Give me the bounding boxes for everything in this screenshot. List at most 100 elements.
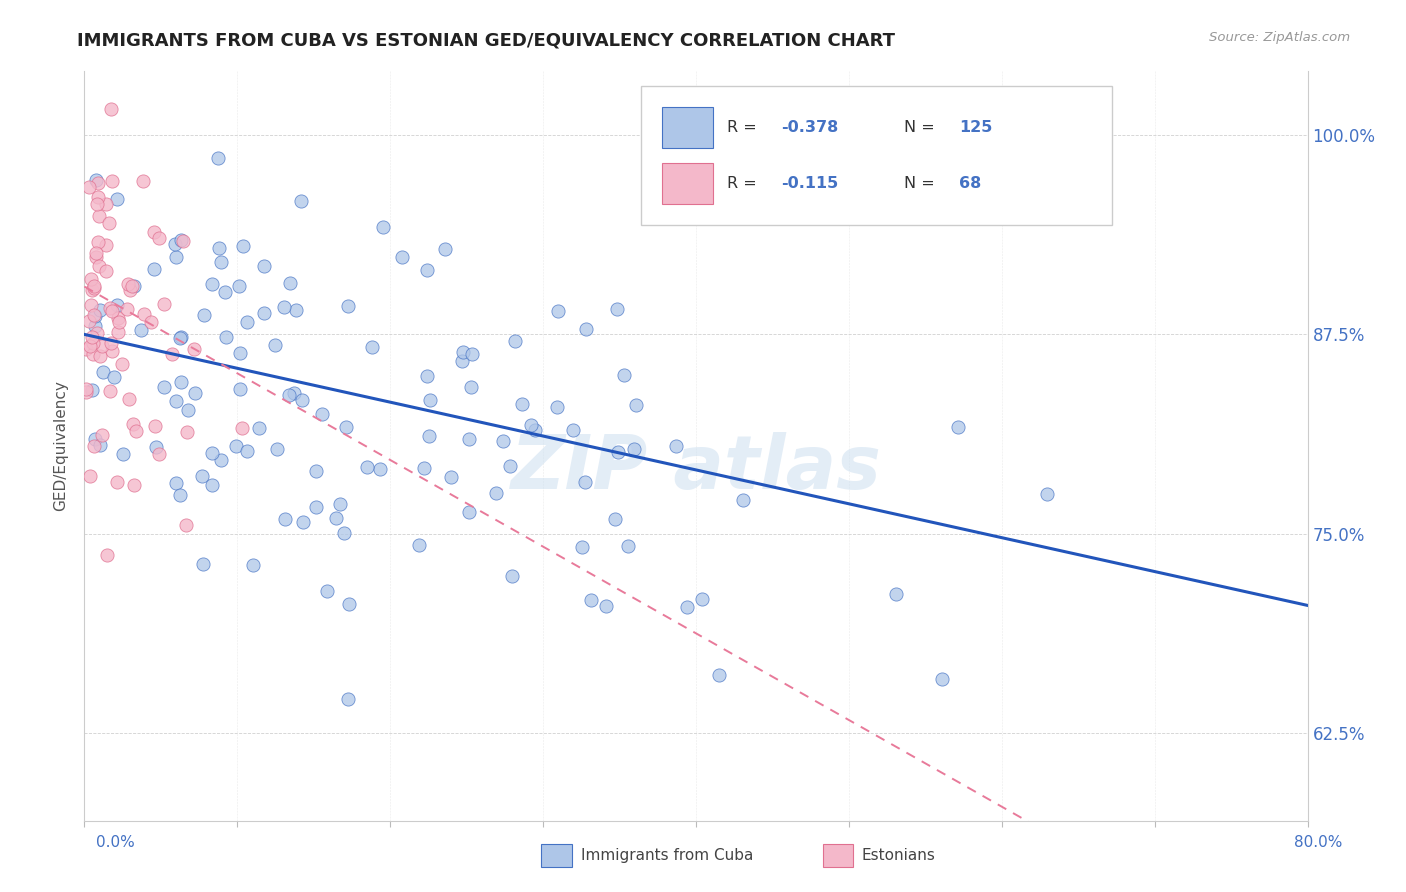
Point xyxy=(142,226,165,240)
Point xyxy=(105,475,128,489)
Point xyxy=(183,342,205,356)
Point xyxy=(273,512,295,526)
Point xyxy=(91,428,114,442)
Point xyxy=(101,304,124,318)
Point xyxy=(94,197,117,211)
Point xyxy=(169,375,191,389)
Point xyxy=(75,385,97,400)
Point xyxy=(209,452,232,467)
Point xyxy=(98,216,121,230)
Point xyxy=(139,315,162,329)
Point xyxy=(148,447,170,461)
Point xyxy=(520,417,543,432)
Point xyxy=(86,326,108,340)
Point xyxy=(579,592,602,607)
Point xyxy=(87,260,110,274)
Point xyxy=(263,338,285,352)
Point xyxy=(215,330,238,344)
Point xyxy=(84,309,107,323)
Point xyxy=(886,587,908,601)
Point xyxy=(304,500,326,515)
Point xyxy=(315,583,337,598)
Point xyxy=(290,194,312,208)
Point xyxy=(165,475,187,490)
Point xyxy=(94,263,117,277)
Point xyxy=(562,423,585,437)
Point xyxy=(665,439,688,453)
Point xyxy=(733,493,755,508)
Point xyxy=(485,486,508,500)
Point xyxy=(325,511,347,525)
Point xyxy=(145,440,167,454)
Point xyxy=(371,220,394,235)
Text: Estonians: Estonians xyxy=(862,848,936,863)
Point xyxy=(228,278,250,293)
Point xyxy=(77,314,100,328)
Point xyxy=(83,278,105,293)
Point xyxy=(229,345,252,359)
Point xyxy=(460,380,482,394)
Point xyxy=(169,488,191,502)
Point xyxy=(208,241,231,255)
Point xyxy=(79,469,101,483)
Point xyxy=(595,599,617,614)
Text: N =: N = xyxy=(904,177,939,191)
Point xyxy=(623,442,645,457)
Point xyxy=(707,667,730,681)
Point xyxy=(80,383,103,397)
Point xyxy=(285,303,308,318)
Point xyxy=(169,331,191,345)
Point xyxy=(132,173,155,187)
Point xyxy=(419,393,441,408)
Point xyxy=(87,190,110,204)
Point xyxy=(416,263,439,277)
Point xyxy=(107,326,129,340)
Point xyxy=(86,177,108,191)
Point xyxy=(96,548,118,562)
Point xyxy=(163,236,186,251)
Point xyxy=(84,245,107,260)
Point xyxy=(337,692,360,706)
Point xyxy=(235,444,257,458)
Point xyxy=(165,250,187,264)
FancyBboxPatch shape xyxy=(662,107,713,148)
Text: -0.378: -0.378 xyxy=(782,120,839,135)
Text: 68: 68 xyxy=(959,177,981,191)
Point xyxy=(86,235,108,249)
Point xyxy=(503,334,526,348)
Point xyxy=(546,400,568,414)
Point xyxy=(82,347,104,361)
Point xyxy=(82,336,104,351)
Point xyxy=(329,497,352,511)
Point xyxy=(605,512,627,526)
Point xyxy=(96,238,118,252)
Point xyxy=(675,599,697,614)
Point xyxy=(165,394,187,409)
Point xyxy=(547,304,569,318)
Point xyxy=(283,385,305,400)
Text: 80.0%: 80.0% xyxy=(1295,836,1343,850)
Point xyxy=(77,179,100,194)
Point xyxy=(457,505,479,519)
Point xyxy=(200,445,222,459)
Point xyxy=(451,344,474,359)
Point xyxy=(291,393,314,408)
Point xyxy=(107,315,129,329)
Point xyxy=(80,272,103,286)
Point xyxy=(87,209,110,223)
Point xyxy=(278,388,301,402)
Point xyxy=(170,233,193,247)
Point xyxy=(236,315,259,329)
Text: R =: R = xyxy=(727,177,762,191)
Point xyxy=(86,250,108,264)
Point xyxy=(225,439,247,453)
Point xyxy=(311,407,333,421)
Point xyxy=(607,445,630,459)
Point xyxy=(103,370,125,384)
Point xyxy=(118,283,141,297)
Point xyxy=(332,525,354,540)
Point xyxy=(624,398,647,412)
Point xyxy=(83,308,105,322)
Point xyxy=(83,440,105,454)
Point xyxy=(461,347,484,361)
